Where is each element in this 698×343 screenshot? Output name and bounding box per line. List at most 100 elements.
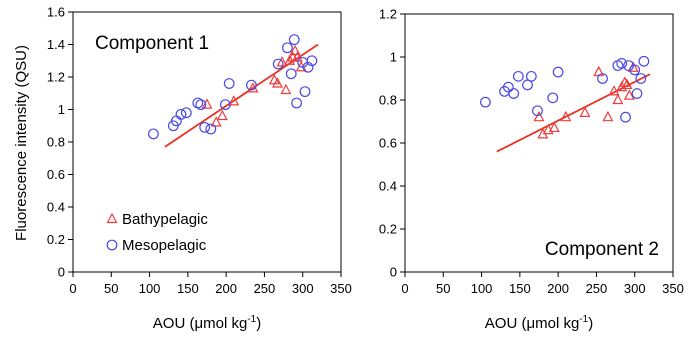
y-tick-label: 1 xyxy=(58,102,65,117)
mesopelagic-point xyxy=(195,99,207,111)
bathypelagic-point xyxy=(210,116,222,127)
panel-component-1: 0 0.2 0.4 0.6 0.8 1 1.2 1.4 1.6 0 50 100 150 200 250 30… xyxy=(47,5,352,333)
y-tick-label: 0.2 xyxy=(47,232,65,247)
mesopelagic-point xyxy=(620,111,631,123)
y-tick-label: 0.8 xyxy=(47,135,65,150)
y-tick-label: 0.6 xyxy=(47,167,65,182)
bathypelagic-point xyxy=(201,98,213,109)
bathypelagic-point xyxy=(284,54,296,65)
x-tick-label: 100 xyxy=(139,281,161,296)
mesopelagic-point xyxy=(512,70,524,82)
x-tick-label: 50 xyxy=(436,281,450,296)
x-axis-title-left-tail: ) xyxy=(256,315,261,332)
y-tick-label: 1.4 xyxy=(47,37,65,52)
mesopelagic-point xyxy=(306,55,318,67)
y-tick-label: 1 xyxy=(390,50,397,65)
x-tick-label: 0 xyxy=(401,281,408,296)
mesopelagic-point xyxy=(175,108,187,120)
bathypelagic-point xyxy=(271,77,283,88)
x-tick-label: 200 xyxy=(215,281,237,296)
mesopelagic-point xyxy=(532,105,543,117)
mesopelagic-point xyxy=(282,42,293,54)
mesopelagic-point xyxy=(508,88,520,99)
mesopelagic-point xyxy=(219,99,231,111)
x-tick-label: 250 xyxy=(586,281,608,296)
mesopelagic-point xyxy=(302,61,314,73)
fit-group-left xyxy=(164,43,319,148)
mesopelagic-point xyxy=(635,73,647,84)
y-tick-label: 0.4 xyxy=(379,179,397,194)
mesopelagic-point xyxy=(631,88,643,99)
plot-frame-right xyxy=(404,13,674,273)
y-tick-label: 1.2 xyxy=(379,7,397,22)
x-axis-title-right-main: AOU (μmol kg xyxy=(485,315,580,332)
marker-group-right xyxy=(480,55,650,139)
x-tick-label: 50 xyxy=(104,281,118,296)
y-tick-label: 1.6 xyxy=(47,5,65,20)
x-axis-title-left: AOU (μmol kg-1) xyxy=(153,314,261,332)
mesopelagic-point xyxy=(147,128,159,140)
mesopelagic-point xyxy=(629,64,641,76)
mesopelagic-point xyxy=(552,66,564,78)
legend-circle-marker xyxy=(106,239,118,251)
mesopelagic-point xyxy=(180,107,192,119)
panel-title-component-1: Component 1 xyxy=(95,33,209,54)
x-axis-title-left-sup: -1 xyxy=(247,314,256,325)
x-tick-label: 100 xyxy=(471,281,493,296)
bathypelagic-point xyxy=(280,83,292,95)
x-tick-label: 0 xyxy=(69,281,76,296)
mesopelagic-point xyxy=(525,70,537,82)
bathypelagic-point xyxy=(612,93,624,105)
mesopelagic-point xyxy=(199,121,211,133)
mesopelagic-point xyxy=(638,55,650,67)
bathypelagic-point xyxy=(533,110,545,122)
bathypelagic-point xyxy=(228,95,240,106)
y-tick-label: 0 xyxy=(58,265,65,280)
panel-component-2: 0 0.2 0.4 0.6 0.8 1 1.2 0 50 100 150 200 250 300 350 C… xyxy=(379,7,684,333)
mesopelagic-point xyxy=(285,68,297,80)
bathypelagic-point xyxy=(602,110,614,122)
bathypelagic-point xyxy=(216,109,228,121)
y-tick-label: 0.6 xyxy=(379,136,397,151)
bathypelagic-point xyxy=(548,121,560,133)
y-tick-label: 0.2 xyxy=(379,222,397,237)
mesopelagic-point xyxy=(502,81,514,93)
legend-triangle-marker xyxy=(106,212,118,224)
mesopelagic-point xyxy=(299,86,311,98)
y-tick-label: 0 xyxy=(390,265,397,280)
x-axis-title-right: AOU (μmol kg-1) xyxy=(485,314,593,332)
mesopelagic-point xyxy=(272,58,284,70)
panel-title-component-2: Component 2 xyxy=(545,239,659,260)
y-axis-title: Fluorescence intensity (QSU) xyxy=(13,45,30,241)
mesopelagic-point xyxy=(547,92,559,104)
legend: Bathypelagic Mesopelagic xyxy=(106,211,208,254)
mesopelagic-point xyxy=(291,97,302,109)
mesopelagic-point xyxy=(288,34,300,46)
bathypelagic-point xyxy=(289,44,301,56)
x-tick-label: 350 xyxy=(662,281,684,296)
x-axis-title-right-tail: ) xyxy=(588,315,593,332)
mesopelagic-point xyxy=(246,79,257,91)
bathypelagic-point xyxy=(619,76,631,87)
mesopelagic-point xyxy=(205,123,217,135)
x-tick-label: 350 xyxy=(330,281,352,296)
mesopelagic-point xyxy=(480,96,491,108)
x-tick-label: 300 xyxy=(624,281,646,296)
mesopelagic-point xyxy=(597,73,608,84)
x-tick-label: 250 xyxy=(254,281,276,296)
x-tick-label: 300 xyxy=(292,281,314,296)
y-tick-label: 1.2 xyxy=(47,70,65,85)
legend-label-mesopelagic: Mesopelagic xyxy=(122,237,207,254)
x-axis-title-left-main: AOU (μmol kg xyxy=(153,315,248,332)
x-tick-label: 150 xyxy=(509,281,531,296)
bathypelagic-point xyxy=(291,51,303,62)
bathypelagic-point xyxy=(560,110,572,122)
marker-group-left xyxy=(147,34,318,140)
y-tick-label: 0.4 xyxy=(47,200,65,215)
tick-group-left: 0 0.2 0.4 0.6 0.8 1 1.2 1.4 1.6 0 50 100 150 200 250 30… xyxy=(47,5,352,297)
mesopelagic-point xyxy=(223,78,235,89)
regression-line xyxy=(164,43,319,148)
bathypelagic-point xyxy=(621,78,633,90)
legend-label-bathypelagic: Bathypelagic xyxy=(122,211,208,228)
